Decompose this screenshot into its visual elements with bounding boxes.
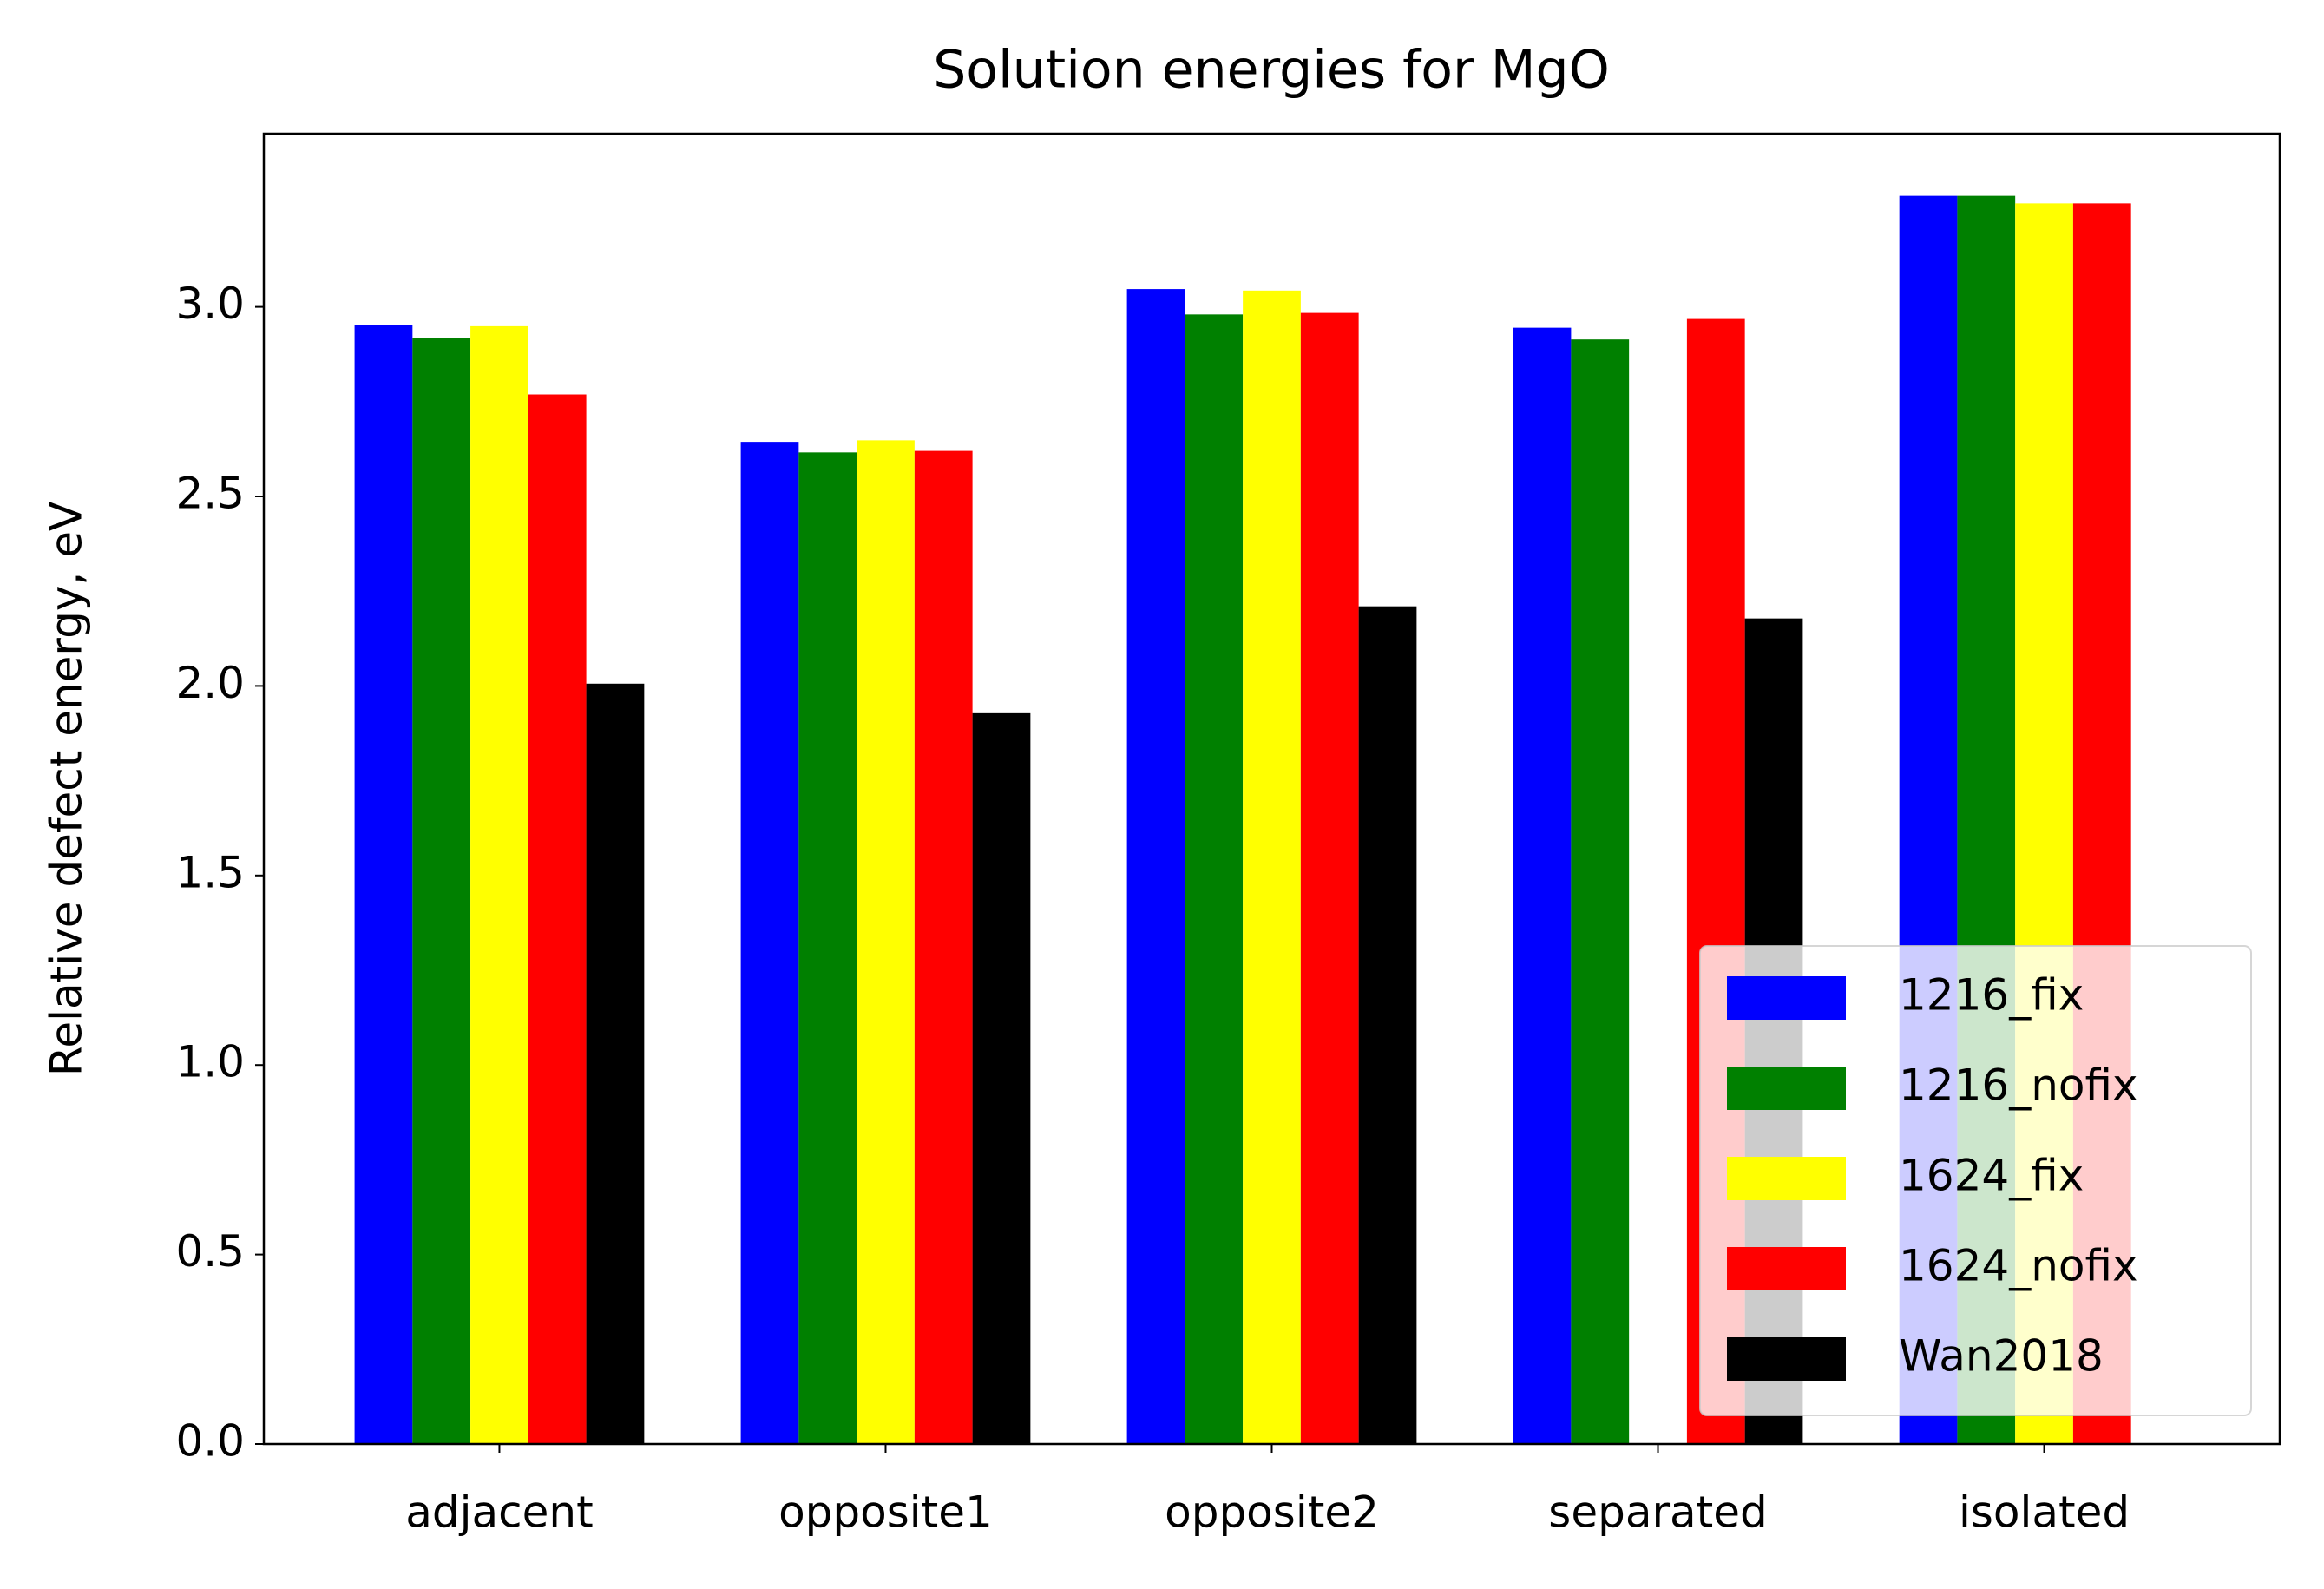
y-tick-label: 0.0 — [175, 1416, 245, 1467]
bar — [1126, 289, 1185, 1444]
legend-swatch — [1727, 1157, 1846, 1200]
bar — [1185, 314, 1244, 1444]
y-tick-label: 2.0 — [175, 658, 245, 708]
legend-label: 1624_fix — [1899, 1151, 2084, 1201]
legend-label: 1624_nofix — [1899, 1241, 2138, 1291]
bar — [857, 440, 915, 1445]
x-tick-label: opposite2 — [1165, 1487, 1379, 1538]
legend-label: Wan2018 — [1899, 1331, 2104, 1382]
y-tick-label: 1.0 — [175, 1037, 245, 1087]
x-tick-label: opposite1 — [778, 1487, 993, 1538]
bar — [914, 450, 973, 1444]
legend-swatch — [1727, 1337, 1846, 1381]
bar — [586, 683, 645, 1444]
x-tick-label: separated — [1548, 1487, 1768, 1538]
bar — [1513, 327, 1572, 1444]
legend-label: 1216_nofix — [1899, 1060, 2138, 1111]
chart-title: Solution energies for MgO — [933, 40, 1610, 101]
bar — [354, 325, 413, 1444]
bar — [412, 338, 471, 1444]
legend-box — [1699, 945, 2252, 1416]
bar — [528, 394, 587, 1444]
y-tick-label: 2.5 — [175, 469, 245, 519]
legend-swatch — [1727, 1247, 1846, 1290]
x-tick-label: adjacent — [405, 1487, 593, 1538]
x-tick-label: isolated — [1959, 1487, 2130, 1538]
legend-swatch — [1727, 976, 1846, 1020]
y-tick-label: 3.0 — [175, 279, 245, 329]
bar — [972, 712, 1031, 1444]
y-tick-label: 0.5 — [175, 1226, 245, 1277]
bar — [470, 325, 528, 1444]
y-axis-label: Relative defect energy, eV — [42, 502, 92, 1076]
bar — [1358, 606, 1417, 1444]
legend-swatch — [1727, 1067, 1846, 1110]
bar — [1243, 290, 1301, 1444]
bar — [1300, 312, 1359, 1444]
bar — [1571, 339, 1630, 1444]
y-tick-label: 1.5 — [175, 847, 245, 897]
legend: 1216_fix 1216_nofix 1624_fix 1624_nofix Wan2… — [1699, 945, 2252, 1416]
plot-frame — [262, 132, 2281, 1446]
bar — [798, 452, 857, 1445]
legend-label: 1216_fix — [1899, 970, 2084, 1021]
bar — [740, 442, 799, 1444]
